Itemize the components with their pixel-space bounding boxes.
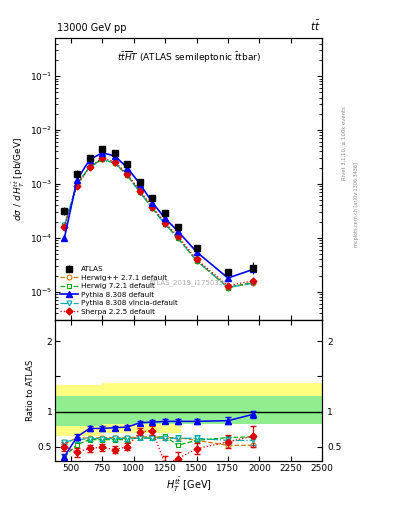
Sherpa 2.2.5 default <box>226 283 230 289</box>
Sherpa 2.2.5 default <box>194 257 199 263</box>
Pythia 8.308 default <box>62 235 67 241</box>
Y-axis label: $d\sigma$ / $d\,H_T^{t\bar{t}}$ [pb/GeV]: $d\sigma$ / $d\,H_T^{t\bar{t}}$ [pb/GeV] <box>11 137 27 221</box>
Herwig 7.2.1 default <box>87 164 92 170</box>
Herwig++ 2.7.1 default <box>163 221 167 227</box>
X-axis label: $H_T^{t\bar{t}}$ [GeV]: $H_T^{t\bar{t}}$ [GeV] <box>166 475 211 494</box>
Herwig++ 2.7.1 default <box>100 156 105 162</box>
Pythia 8.308 vincia-default <box>163 221 167 227</box>
Sherpa 2.2.5 default <box>125 172 130 178</box>
Text: mcplots.cern.ch [arXiv:1306.3436]: mcplots.cern.ch [arXiv:1306.3436] <box>354 162 359 247</box>
Pythia 8.308 default <box>125 165 130 171</box>
Herwig 7.2.1 default <box>251 279 255 285</box>
Sherpa 2.2.5 default <box>251 278 255 284</box>
Herwig 7.2.1 default <box>163 221 167 227</box>
Pythia 8.308 default <box>100 150 105 156</box>
Herwig++ 2.7.1 default <box>251 280 255 286</box>
Pythia 8.308 vincia-default <box>226 285 230 291</box>
Pythia 8.308 default <box>226 275 230 281</box>
Pythia 8.308 vincia-default <box>194 258 199 264</box>
Legend: ATLAS, Herwig++ 2.7.1 default, Herwig 7.2.1 default, Pythia 8.308 default, Pythi: ATLAS, Herwig++ 2.7.1 default, Herwig 7.… <box>59 264 179 316</box>
Herwig++ 2.7.1 default <box>75 181 79 187</box>
Sherpa 2.2.5 default <box>100 155 105 161</box>
Text: 13000 GeV pp: 13000 GeV pp <box>57 23 127 33</box>
Pythia 8.308 vincia-default <box>87 164 92 170</box>
Sherpa 2.2.5 default <box>138 187 142 194</box>
Herwig++ 2.7.1 default <box>150 205 155 211</box>
Herwig++ 2.7.1 default <box>112 160 117 166</box>
Pythia 8.308 vincia-default <box>75 181 79 187</box>
Herwig 7.2.1 default <box>226 285 230 291</box>
Herwig 7.2.1 default <box>194 258 199 264</box>
Herwig 7.2.1 default <box>75 181 79 187</box>
Sherpa 2.2.5 default <box>163 220 167 226</box>
Herwig++ 2.7.1 default <box>226 285 230 291</box>
Pythia 8.308 vincia-default <box>62 222 67 228</box>
Line: Sherpa 2.2.5 default: Sherpa 2.2.5 default <box>62 156 255 288</box>
Herwig 7.2.1 default <box>150 205 155 211</box>
Sherpa 2.2.5 default <box>175 232 180 239</box>
Text: Rivet 3.1.10, ≥ 100k events: Rivet 3.1.10, ≥ 100k events <box>342 106 347 180</box>
Pythia 8.308 vincia-default <box>112 160 117 166</box>
Sherpa 2.2.5 default <box>87 163 92 169</box>
Pythia 8.308 vincia-default <box>125 172 130 178</box>
Herwig++ 2.7.1 default <box>138 189 142 196</box>
Pythia 8.308 default <box>175 228 180 234</box>
Sherpa 2.2.5 default <box>62 224 67 230</box>
Pythia 8.308 default <box>150 200 155 206</box>
Pythia 8.308 default <box>251 266 255 272</box>
Sherpa 2.2.5 default <box>150 204 155 210</box>
Herwig 7.2.1 default <box>175 235 180 241</box>
Line: Herwig 7.2.1 default: Herwig 7.2.1 default <box>62 157 255 290</box>
Herwig 7.2.1 default <box>138 189 142 196</box>
Sherpa 2.2.5 default <box>75 183 79 189</box>
Herwig++ 2.7.1 default <box>87 164 92 170</box>
Herwig 7.2.1 default <box>125 172 130 178</box>
Y-axis label: Ratio to ATLAS: Ratio to ATLAS <box>26 360 35 421</box>
Herwig 7.2.1 default <box>112 160 117 166</box>
Herwig 7.2.1 default <box>100 156 105 162</box>
Text: $t\bar{t}$: $t\bar{t}$ <box>310 19 320 33</box>
Pythia 8.308 vincia-default <box>175 235 180 241</box>
Herwig++ 2.7.1 default <box>125 172 130 178</box>
Pythia 8.308 default <box>138 181 142 187</box>
Text: $t\bar{t}\overline{H}T$ (ATLAS semileptonic $\bar{t}$tbar): $t\bar{t}\overline{H}T$ (ATLAS semilepto… <box>117 50 261 65</box>
Pythia 8.308 default <box>194 249 199 255</box>
Pythia 8.308 default <box>163 216 167 222</box>
Pythia 8.308 default <box>87 157 92 163</box>
Line: Pythia 8.308 default: Pythia 8.308 default <box>62 150 256 281</box>
Herwig++ 2.7.1 default <box>194 258 199 264</box>
Pythia 8.308 default <box>75 177 79 183</box>
Herwig 7.2.1 default <box>62 222 67 228</box>
Pythia 8.308 vincia-default <box>251 280 255 286</box>
Pythia 8.308 vincia-default <box>138 189 142 196</box>
Text: ATLAS_2019_I1750330: ATLAS_2019_I1750330 <box>149 280 229 286</box>
Herwig++ 2.7.1 default <box>175 235 180 241</box>
Sherpa 2.2.5 default <box>112 159 117 165</box>
Pythia 8.308 vincia-default <box>100 156 105 162</box>
Pythia 8.308 vincia-default <box>150 205 155 211</box>
Pythia 8.308 default <box>112 153 117 159</box>
Line: Herwig++ 2.7.1 default: Herwig++ 2.7.1 default <box>62 157 255 290</box>
Line: Pythia 8.308 vincia-default: Pythia 8.308 vincia-default <box>62 157 255 290</box>
Herwig++ 2.7.1 default <box>62 222 67 228</box>
